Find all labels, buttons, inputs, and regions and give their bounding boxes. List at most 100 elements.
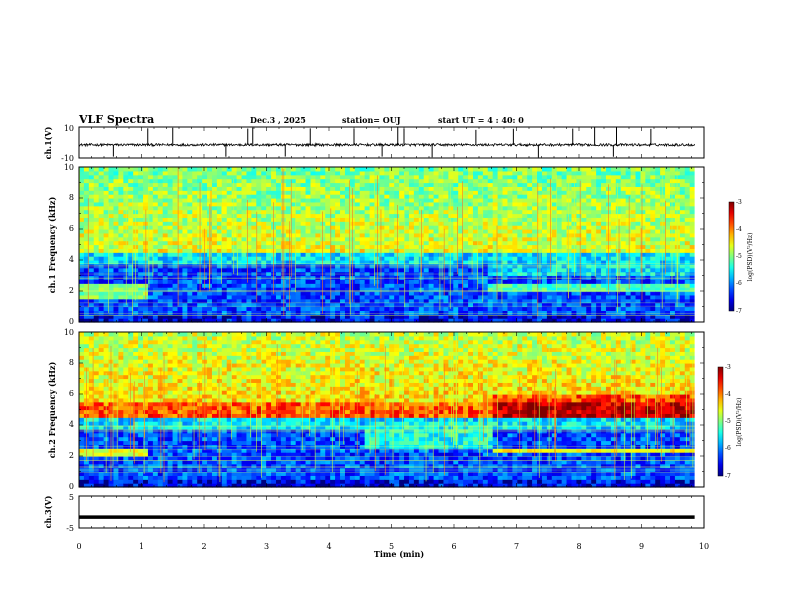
spectrogram-cell xyxy=(527,229,533,234)
spectrogram-cell xyxy=(566,174,573,180)
spectrogram-cell xyxy=(645,232,651,238)
spectrogram-cell xyxy=(335,170,341,176)
spectrogram-cell xyxy=(665,302,671,308)
spectrogram-cell xyxy=(221,190,228,195)
spectrogram-cell xyxy=(251,194,257,199)
spectrogram-cell xyxy=(527,170,533,176)
spectrogram-cell xyxy=(182,225,188,230)
spectrogram-cell xyxy=(98,182,105,187)
spectrogram-cell xyxy=(591,248,597,253)
spectrogram-cell xyxy=(581,306,587,311)
spectrogram-cell xyxy=(660,190,666,195)
spectrogram-cell xyxy=(640,213,646,218)
spectrogram-cell xyxy=(487,314,494,319)
spectrogram-cell xyxy=(330,263,336,269)
spectrogram-cell xyxy=(325,194,331,199)
spectrogram-cell xyxy=(202,170,208,176)
spectrogram-cell xyxy=(586,221,592,226)
spectrogram-cell xyxy=(596,190,602,195)
spectrogram-cell xyxy=(532,229,538,234)
spectrogram-cell xyxy=(684,252,691,257)
spectrogram-cell xyxy=(463,174,469,180)
spectrogram-cell xyxy=(463,194,469,199)
spectrogram-cell xyxy=(325,287,331,292)
spectrogram-cell xyxy=(566,302,573,308)
spectrogram-cell xyxy=(492,225,499,230)
spectrogram-cell xyxy=(473,248,479,253)
spectrogram-cell xyxy=(463,302,469,308)
spectrogram-cell xyxy=(601,178,607,184)
spectrogram-cell xyxy=(561,291,568,296)
spectrogram-cell xyxy=(625,205,632,211)
spectrogram-cell xyxy=(379,314,385,319)
spectrogram-cell xyxy=(522,229,528,234)
spectrogram-cell xyxy=(344,232,351,238)
spectrogram-cell xyxy=(83,252,90,257)
spectrogram-cell xyxy=(364,217,371,222)
spectrogram-cell xyxy=(448,221,454,226)
spectrogram-cell xyxy=(187,232,193,238)
spectrogram-cell xyxy=(379,275,385,280)
spectrogram-cell xyxy=(133,275,139,280)
spectrogram-cell xyxy=(399,275,405,280)
spectrogram-cell xyxy=(315,170,321,176)
spectrogram-cell xyxy=(236,190,243,195)
spectrogram-cell xyxy=(256,248,262,253)
spectrogram-cell xyxy=(276,186,282,191)
spectrogram-cell xyxy=(320,217,326,222)
spectrogram-cell xyxy=(300,298,307,304)
spectrogram-cell xyxy=(177,198,184,203)
spectrogram-cell xyxy=(610,291,617,296)
spectrogram-cell xyxy=(532,209,538,215)
spectrogram-cell xyxy=(428,302,435,308)
spectrogram-cell xyxy=(389,201,395,207)
spectrogram-cell xyxy=(502,244,509,249)
spectrogram-cell xyxy=(113,298,119,304)
spectrogram-cell xyxy=(285,283,292,288)
spectrogram-cell xyxy=(216,318,223,323)
spectrogram-cell xyxy=(88,306,95,311)
spectrogram-cell xyxy=(625,182,632,187)
spectrogram-cell xyxy=(147,182,154,187)
spectrogram-cell xyxy=(640,302,646,308)
spectrogram-cell xyxy=(133,287,139,292)
spectrogram-cell xyxy=(118,217,124,222)
spectrogram-cell xyxy=(596,310,602,315)
spectrogram-cell xyxy=(645,267,651,273)
spectrogram-cell xyxy=(532,198,538,203)
spectrogram-cell xyxy=(221,244,228,249)
spectrogram-cell xyxy=(251,294,257,300)
spectrogram-cell xyxy=(295,294,302,300)
spectrogram-cell xyxy=(635,318,642,323)
spectrogram-cell xyxy=(635,225,642,230)
spectrogram-cell xyxy=(211,209,218,215)
spectrogram-cell xyxy=(458,174,464,180)
spectrogram-cell xyxy=(340,232,346,238)
spectrogram-cell xyxy=(655,209,661,215)
spectrogram-cell xyxy=(610,190,617,195)
spectrogram-cell xyxy=(453,302,459,308)
spectrogram-cell xyxy=(532,178,538,184)
spectrogram-cell xyxy=(192,248,198,253)
spectrogram-cell xyxy=(556,275,563,280)
spectrogram-cell xyxy=(428,260,435,265)
spectrogram-cell xyxy=(177,310,184,315)
spectrogram-cell xyxy=(404,252,410,257)
spectrogram-cell xyxy=(221,194,228,199)
spectrogram-cell xyxy=(591,287,597,292)
spectrogram-cell xyxy=(113,170,119,176)
spectrogram-cell xyxy=(635,217,642,222)
spectrogram-cell xyxy=(684,229,691,234)
spectrogram-cell xyxy=(98,194,105,199)
spectrogram-cell xyxy=(482,287,489,292)
spectrogram-cell xyxy=(182,298,188,304)
spectrogram-cell xyxy=(532,291,538,296)
spectrogram-cell xyxy=(344,186,351,191)
spectrogram-cell xyxy=(630,240,637,246)
spectrogram-cell xyxy=(679,232,686,238)
spectrogram-cell xyxy=(359,209,366,215)
spectrogram-cell xyxy=(79,178,85,184)
spectrogram-cell xyxy=(541,178,548,184)
spectrogram-cell xyxy=(93,294,100,300)
spectrogram-cell xyxy=(300,260,307,265)
